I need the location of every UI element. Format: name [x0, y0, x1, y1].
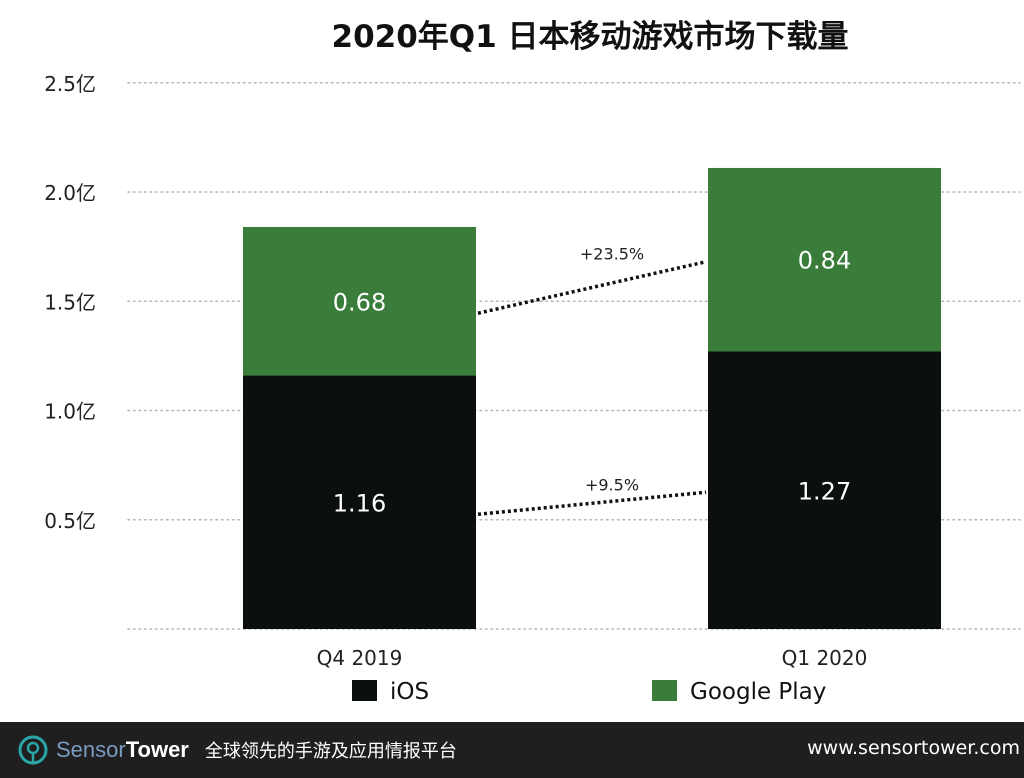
- bar-segment-google-play: [708, 167, 941, 352]
- bar-value-label: 0.84: [798, 247, 851, 275]
- tagline: 全球领先的手游及应用情报平台: [204, 741, 457, 762]
- x-axis-ticks: Q4 2019 Q1 2020: [317, 646, 868, 670]
- footer-bar: SensorTower 全球领先的手游及应用情报平台 www.sensortow…: [0, 722, 1024, 778]
- bar-value-label: 1.27: [798, 477, 851, 505]
- y-tick-label: 1.5亿: [44, 290, 96, 314]
- bar-segment-ios: [708, 351, 941, 629]
- growth-connector-line: [477, 490, 707, 517]
- y-tick-label: 1.0亿: [44, 400, 96, 424]
- y-tick-label: 2.5亿: [44, 72, 96, 96]
- growth-label: +23.5%: [580, 245, 644, 264]
- bar-value-label: 1.16: [333, 489, 386, 517]
- chart-title: 2020年Q1 日本移动游戏市场下载量: [332, 19, 849, 55]
- bar-segment-google-play: [243, 226, 476, 376]
- legend: iOS Google Play: [352, 679, 826, 705]
- x-tick-label: Q4 2019: [317, 646, 403, 670]
- website-link[interactable]: www.sensortower.com: [807, 737, 1020, 759]
- legend-label: iOS: [390, 679, 429, 705]
- bar-segment-ios: [243, 375, 476, 629]
- x-tick-label: Q1 2020: [782, 646, 868, 670]
- legend-swatch: [652, 680, 677, 701]
- sensortower-logo-icon: [18, 735, 48, 765]
- sensortower-logo: SensorTower: [18, 735, 189, 765]
- chart: 2020年Q1 日本移动游戏市场下载量 0.5亿 1.0亿 1.5亿 2.0亿 2.5亿…: [44, 19, 1021, 705]
- growth-connectors: +23.5% +9.5%: [477, 245, 707, 517]
- bars: 1.16 1.27 0.68 0.84: [243, 167, 941, 629]
- legend-swatch: [352, 680, 377, 701]
- brand-name: SensorTower: [56, 737, 189, 762]
- y-tick-label: 2.0亿: [44, 181, 96, 205]
- bar-value-label: 0.68: [333, 288, 386, 316]
- y-tick-label: 0.5亿: [44, 509, 96, 533]
- growth-label: +9.5%: [585, 475, 639, 494]
- legend-label: Google Play: [690, 679, 826, 705]
- y-axis-ticks: 0.5亿 1.0亿 1.5亿 2.0亿 2.5亿: [44, 72, 96, 533]
- growth-connector-line: [477, 260, 707, 315]
